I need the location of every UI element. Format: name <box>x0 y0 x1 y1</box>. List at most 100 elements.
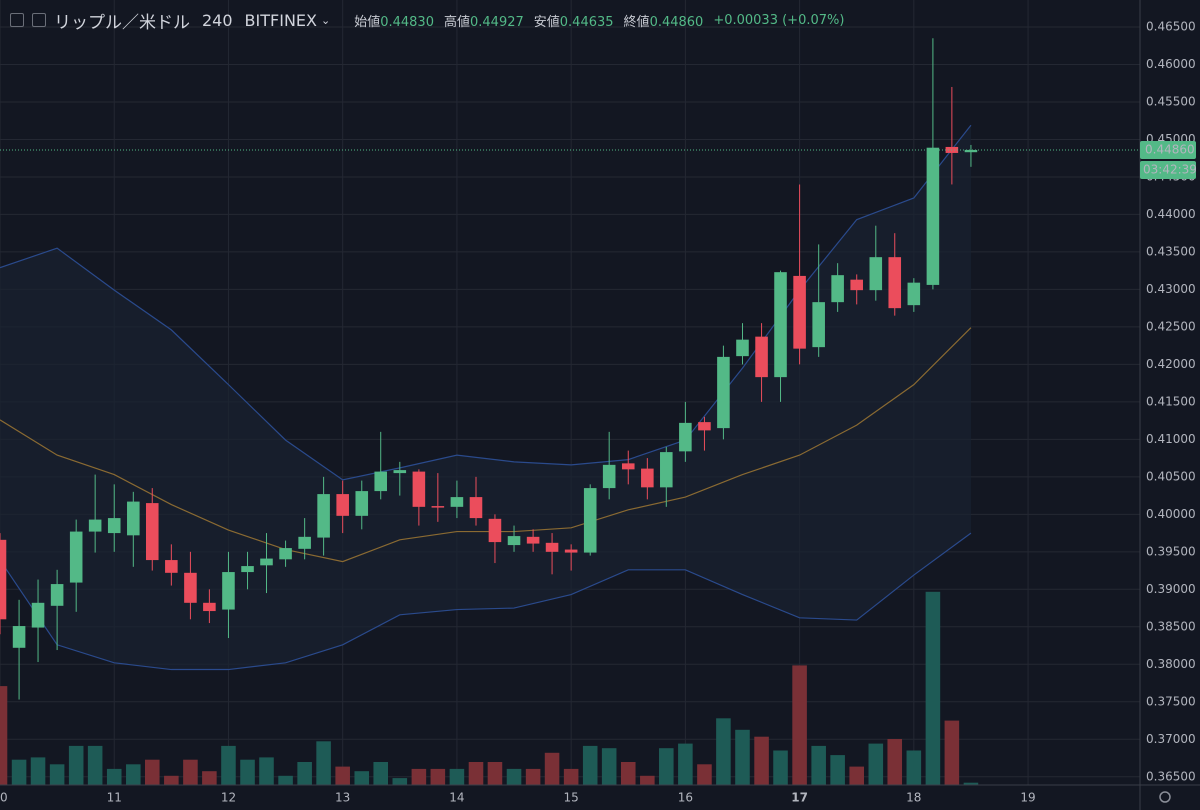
volume-bar <box>392 778 408 785</box>
volume-bar <box>487 762 503 785</box>
candle-body <box>203 602 216 612</box>
volume-bar <box>164 775 179 785</box>
x-tick-label: 10 <box>0 791 8 805</box>
y-tick-label: 0.37500 <box>1146 694 1196 708</box>
candle-body <box>145 503 159 561</box>
volume-bar <box>430 768 446 785</box>
volume-bar <box>49 764 65 785</box>
candle-body <box>127 501 140 536</box>
volume-bar <box>563 768 579 785</box>
readout-value: 0.44860 <box>649 14 704 30</box>
candle-body <box>869 257 883 291</box>
candle-body <box>412 471 426 507</box>
interval[interactable]: 240 <box>202 10 233 30</box>
y-tick-label: 0.38500 <box>1146 619 1196 633</box>
chevron[interactable]: ⌄ <box>320 13 331 27</box>
volume-bar <box>963 782 979 785</box>
volume-bar <box>221 745 236 785</box>
countdown-label: 03:42:39 <box>1143 162 1197 176</box>
volume-bar <box>506 768 522 785</box>
y-tick-label: 0.46500 <box>1146 19 1196 33</box>
volume-bar <box>68 745 84 785</box>
candle-body <box>641 468 654 488</box>
candle-body <box>545 542 559 552</box>
x-tick-label: 14 <box>449 791 464 805</box>
readout-label: 安値 <box>533 14 560 30</box>
x-tick-label: 18 <box>906 791 921 805</box>
volume-bar <box>183 759 198 785</box>
candle-body <box>793 275 806 349</box>
candle-body <box>260 558 273 566</box>
flag-icon[interactable] <box>32 13 46 27</box>
volume-bar <box>906 750 922 785</box>
y-tick-label: 0.41500 <box>1146 394 1196 408</box>
readout-value: 0.44635 <box>559 14 614 30</box>
volume-bar <box>354 771 370 785</box>
candle-body <box>850 279 863 291</box>
volume-bar <box>716 718 731 785</box>
y-tick-label: 0.45500 <box>1146 94 1196 108</box>
lower-band <box>0 532 972 671</box>
last-price-label: 0.44860 <box>1145 142 1195 156</box>
volume-bar <box>468 762 484 785</box>
volume-bar <box>620 762 636 785</box>
y-tick-label: 0.40500 <box>1146 469 1196 483</box>
readout: 始値0.44830 高値0.44927 安値0.44635 終値0.44860 <box>344 11 703 30</box>
candle-body <box>717 356 730 429</box>
candle-body <box>907 282 921 306</box>
volume-bar <box>811 745 826 785</box>
exchange[interactable]: BITFINEX <box>244 10 317 30</box>
band-fill <box>0 125 971 670</box>
candle-body <box>469 497 483 519</box>
candle-body <box>88 519 102 532</box>
candle-body <box>241 566 254 573</box>
x-tick-label: 17 <box>791 791 808 805</box>
candle-body <box>602 464 616 489</box>
candle-body <box>564 549 578 553</box>
candle-body <box>450 497 464 507</box>
candle-body <box>107 518 121 534</box>
change: +0.00033 (+0.07%) <box>713 12 845 28</box>
volume-bar <box>126 764 141 785</box>
x-tick-label: 19 <box>1020 791 1035 805</box>
candle-body <box>431 506 445 508</box>
countdown-tag <box>1140 160 1196 179</box>
settings-icon[interactable] <box>1159 791 1171 803</box>
readout-value: 0.44830 <box>380 14 434 30</box>
readout-label: 終値 <box>623 14 650 30</box>
candle-body <box>12 626 26 648</box>
candle-body <box>374 471 388 492</box>
candle-body <box>222 572 235 610</box>
candle-body <box>50 584 64 606</box>
volume-bar <box>297 762 312 785</box>
price-axis-panel <box>1140 0 1200 810</box>
symbol[interactable]: リップル／米ドル <box>54 12 190 33</box>
candle-body <box>507 536 521 546</box>
volume-bar <box>106 768 122 785</box>
volume-bar <box>944 720 960 785</box>
volume-bar <box>373 762 389 785</box>
candle-body <box>336 494 349 516</box>
candle-body <box>660 452 673 488</box>
volume-bar <box>678 743 693 785</box>
candle-body <box>812 302 825 348</box>
volume-bar <box>240 759 255 785</box>
volume-bar <box>11 759 27 785</box>
volume-bar <box>525 768 541 785</box>
volume-bar <box>773 750 788 785</box>
expand-icon[interactable] <box>10 13 24 27</box>
x-tick-label: 13 <box>335 791 350 805</box>
volume-bar <box>792 665 807 785</box>
volume-bar <box>30 757 46 785</box>
x-tick-label: 11 <box>107 791 122 805</box>
volume-bar <box>202 771 217 785</box>
candle-body <box>355 491 369 516</box>
candle-body <box>755 336 768 378</box>
y-tick-label: 0.39000 <box>1146 582 1196 596</box>
x-tick-label: 16 <box>678 791 693 805</box>
time-axis-panel <box>0 785 1200 810</box>
candle-body <box>526 536 540 544</box>
